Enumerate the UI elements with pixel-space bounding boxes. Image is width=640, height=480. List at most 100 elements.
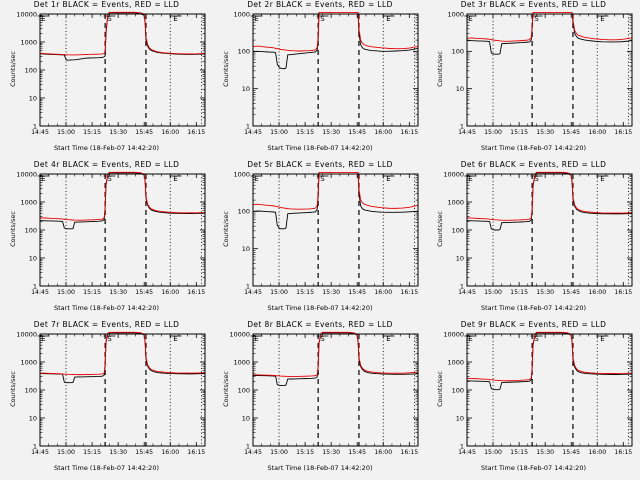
ytick-label-0: 1 bbox=[246, 442, 250, 450]
xtick-label-1: 15:00 bbox=[484, 449, 502, 456]
y-axis-label: Counts/sec bbox=[9, 51, 17, 87]
xtick-label-4: 15:45 bbox=[135, 129, 153, 136]
y-axis-label: Counts/sec bbox=[436, 51, 444, 87]
ytick-label-4: 10000 bbox=[16, 170, 37, 178]
y-axis-label-wrap: Counts/sec bbox=[213, 170, 230, 288]
annotation-marker-s-1: S bbox=[320, 15, 325, 23]
annotation-marker-s-1: S bbox=[107, 175, 112, 183]
xtick-label-2: 15:15 bbox=[296, 449, 314, 456]
plot-canvas: 1 10 100 1000 10000 14:45 15:00 15:15 15:30 15:45… bbox=[16, 330, 206, 456]
xtick-label-4: 15:45 bbox=[562, 289, 580, 296]
xtick-label-5: 16:00 bbox=[588, 289, 606, 296]
annotation-marker-s-1: S bbox=[534, 15, 539, 23]
x-axis-label: Start Time (18-Feb-07 14:42:20) bbox=[54, 304, 159, 312]
xtick-label-3: 15:30 bbox=[536, 129, 554, 136]
plot-frame bbox=[39, 333, 206, 447]
xtick-label-2: 15:15 bbox=[83, 449, 101, 456]
ytick-label-3: 1000 bbox=[20, 198, 37, 206]
series-lld bbox=[466, 331, 633, 382]
xtick-label-2: 15:15 bbox=[83, 289, 101, 296]
annotation-marker-e-0: E bbox=[468, 175, 472, 183]
xtick-label-6: 16:15 bbox=[187, 289, 205, 296]
xtick-label-3: 15:30 bbox=[109, 449, 127, 456]
ytick-label-0: 1 bbox=[33, 442, 37, 450]
xtick-label-0: 14:45 bbox=[244, 289, 262, 296]
annotation-marker-e-0: E bbox=[468, 15, 472, 23]
y-axis-label: Counts/sec bbox=[9, 371, 17, 407]
x-axis-label: Start Time (18-Feb-07 14:42:20) bbox=[54, 464, 159, 472]
y-axis-label: Counts/sec bbox=[9, 211, 17, 247]
xtick-label-3: 15:30 bbox=[322, 449, 340, 456]
chart-panel-4: 1 10 100 1000 10000 14:45 15:00 15:15 15:30 15:45… bbox=[0, 160, 213, 320]
annotation-marker-e-0: E bbox=[41, 175, 45, 183]
chart-panel-8: 1 10 100 1000 10000 14:45 15:00 15:15 15:30 15:45… bbox=[213, 320, 427, 480]
xtick-label-2: 15:15 bbox=[510, 449, 528, 456]
annotation-marker-e-0: E bbox=[254, 335, 258, 343]
series-events bbox=[252, 173, 419, 230]
ytick-label-0: 1 bbox=[460, 442, 464, 450]
xtick-label-0: 14:45 bbox=[31, 129, 49, 136]
xtick-label-2: 15:15 bbox=[510, 129, 528, 136]
series-lld bbox=[252, 331, 419, 377]
xtick-label-0: 14:45 bbox=[458, 129, 476, 136]
ytick-label-2: 100 bbox=[25, 386, 37, 394]
annotation-marker-s-1: S bbox=[107, 335, 112, 343]
annotation-marker-s-1: S bbox=[320, 335, 325, 343]
ytick-label-1: 10 bbox=[242, 85, 250, 93]
xtick-label-6: 16:15 bbox=[400, 449, 418, 456]
plot-background bbox=[40, 334, 205, 446]
ytick-label-3: 1000 bbox=[20, 358, 37, 366]
ytick-label-2: 100 bbox=[25, 66, 37, 74]
panel-title: Det 3r BLACK = Events, RED = LLD bbox=[460, 0, 607, 9]
series-events bbox=[466, 13, 633, 55]
annotation-marker-e-0: E bbox=[41, 335, 45, 343]
ytick-label-0: 1 bbox=[246, 282, 250, 290]
ytick-label-2: 100 bbox=[452, 386, 464, 394]
xtick-label-4: 15:45 bbox=[562, 449, 580, 456]
annotation-marker-s-1: S bbox=[534, 335, 539, 343]
xtick-label-0: 14:45 bbox=[458, 449, 476, 456]
xtick-label-1: 15:00 bbox=[270, 449, 288, 456]
series-lld bbox=[466, 12, 633, 42]
plot-frame bbox=[39, 13, 206, 127]
ytick-label-4: 10000 bbox=[443, 170, 464, 178]
plot-canvas: 1 10 100 1000 14:45 15:00 15:15 15:30 15:45 16:00… bbox=[233, 170, 419, 296]
xtick-label-6: 16:15 bbox=[187, 129, 205, 136]
annotation-marker-e-0: E bbox=[468, 335, 472, 343]
xtick-label-5: 16:00 bbox=[588, 129, 606, 136]
xtick-label-5: 16:00 bbox=[374, 129, 392, 136]
chart-panel-2: 1 10 100 1000 14:45 15:00 15:15 15:30 15:45 16:00… bbox=[213, 0, 427, 160]
xtick-label-6: 16:15 bbox=[614, 129, 632, 136]
annotation-marker-e-2: E bbox=[173, 15, 177, 23]
y-axis-label-wrap: Counts/sec bbox=[427, 330, 444, 448]
x-axis-label: Start Time (18-Feb-07 14:42:20) bbox=[267, 304, 373, 312]
ytick-label-2: 100 bbox=[238, 208, 250, 216]
plot-frame bbox=[466, 173, 633, 287]
plot-canvas: 1 10 100 1000 10000 14:45 15:00 15:15 15:30 15:45… bbox=[443, 330, 633, 456]
y-axis-label: Counts/sec bbox=[436, 371, 444, 407]
xtick-label-0: 14:45 bbox=[31, 449, 49, 456]
ytick-label-0: 1 bbox=[246, 122, 250, 130]
plot-frame bbox=[466, 333, 633, 447]
xtick-label-0: 14:45 bbox=[244, 129, 262, 136]
xtick-label-0: 14:45 bbox=[31, 289, 49, 296]
annotation-marker-e-2: E bbox=[173, 175, 177, 183]
xtick-label-4: 15:45 bbox=[348, 129, 366, 136]
panel-title: Det 7r BLACK = Events, RED = LLD bbox=[33, 320, 180, 329]
ytick-label-4: 10000 bbox=[229, 330, 250, 338]
xtick-label-1: 15:00 bbox=[484, 289, 502, 296]
xtick-label-2: 15:15 bbox=[83, 129, 101, 136]
xtick-label-2: 15:15 bbox=[296, 289, 314, 296]
plot-canvas: 1 10 100 1000 10000 14:45 15:00 15:15 15:30 15:45… bbox=[229, 330, 419, 456]
plot-frame bbox=[252, 173, 419, 287]
ytick-label-1: 10 bbox=[29, 254, 37, 262]
xtick-label-5: 16:00 bbox=[161, 129, 179, 136]
ytick-label-3: 1000 bbox=[20, 38, 37, 46]
xtick-label-1: 15:00 bbox=[57, 289, 75, 296]
xtick-label-6: 16:15 bbox=[187, 449, 205, 456]
xtick-label-6: 16:15 bbox=[614, 449, 632, 456]
series-events bbox=[252, 13, 419, 70]
plot-background bbox=[467, 14, 632, 126]
ytick-label-1: 10 bbox=[456, 85, 464, 93]
ytick-label-0: 1 bbox=[33, 122, 37, 130]
